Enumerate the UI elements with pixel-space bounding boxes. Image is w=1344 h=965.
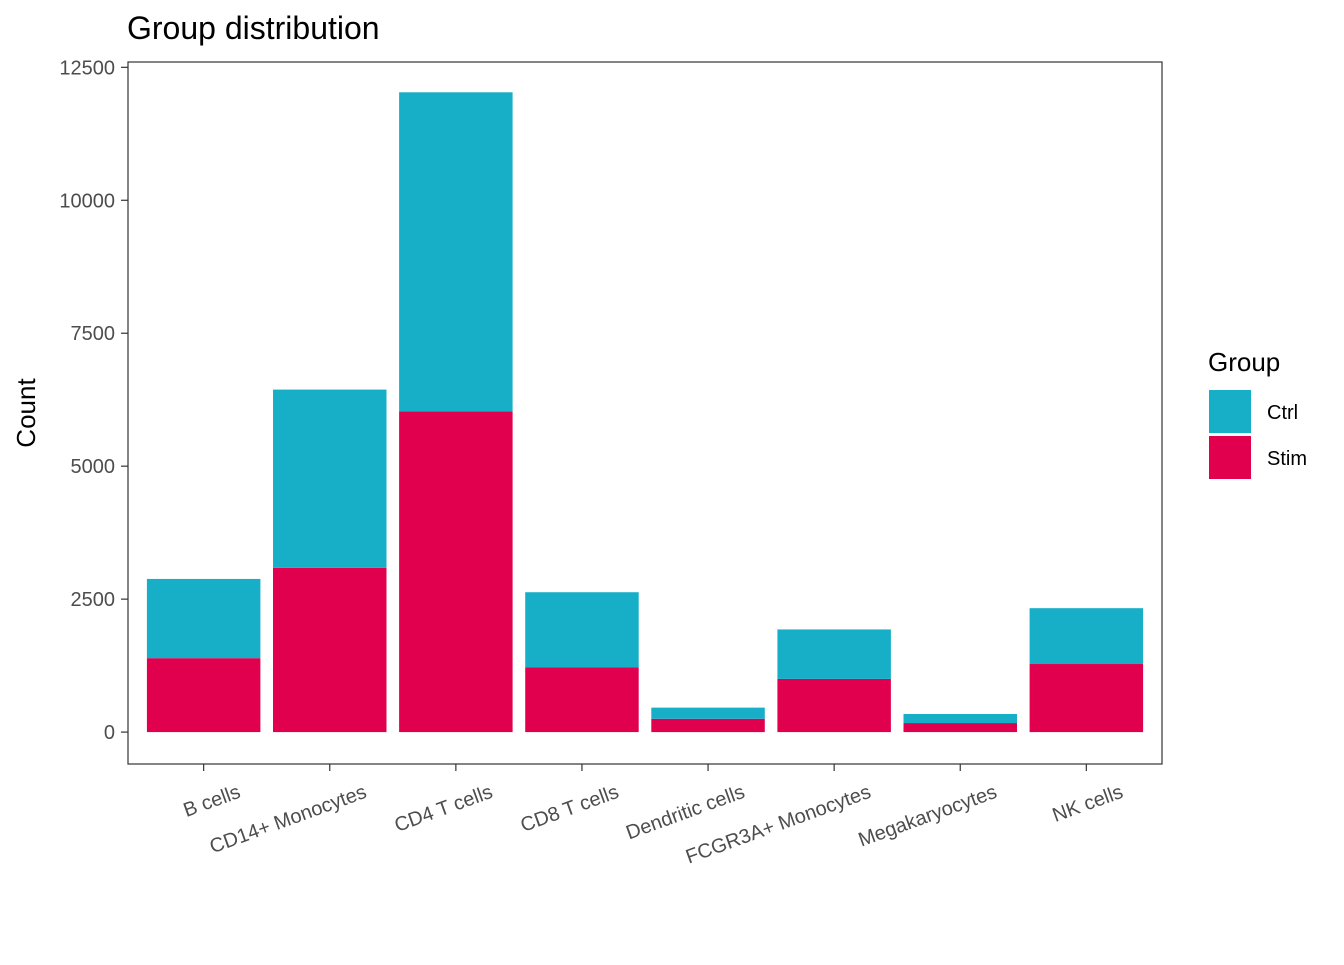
bar-stim-7 [1029,664,1144,733]
plot-panel-border [127,61,1163,765]
bar-stim-0 [146,658,261,733]
bar-ctrl-2 [399,92,513,412]
y-tick-label-5: 12500 [59,57,115,79]
x-tick-label-0: B cells [181,781,244,822]
legend-label-ctrl: Ctrl [1267,402,1298,424]
x-tick-label-3: CD8 T cells [518,781,622,837]
x-tick-label-6: Megakaryocytes [856,781,1000,851]
bar-stim-6 [903,723,1017,733]
y-tick-label-3: 7500 [71,323,116,345]
y-axis-title: Count [11,378,41,448]
legend-title: Group [1208,347,1280,377]
bar-ctrl-1 [273,389,387,568]
bar-stim-2 [399,411,513,733]
bar-stim-1 [273,567,387,733]
y-tick-label-2: 5000 [71,456,116,478]
bar-ctrl-0 [146,578,261,659]
bar-ctrl-5 [777,629,891,679]
x-tick-label-2: CD4 T cells [392,781,496,837]
bar-ctrl-3 [525,592,639,668]
bar-ctrl-4 [651,707,765,719]
bar-stim-4 [651,718,765,733]
y-tick-label-1: 2500 [71,589,116,611]
legend-label-stim: Stim [1267,448,1307,470]
bar-stim-5 [777,678,891,733]
y-tick-label-4: 10000 [59,190,115,212]
y-tick-label-0: 0 [104,722,115,744]
bar-ctrl-7 [1029,608,1144,665]
chart-title: Group distribution [127,10,380,46]
bar-ctrl-6 [903,714,1017,724]
legend-key-ctrl [1209,390,1251,433]
bar-stim-3 [525,667,639,733]
legend: Group Ctrl Stim [1208,347,1307,479]
legend-key-stim [1209,436,1251,479]
x-tick-label-7: NK cells [1050,781,1126,827]
